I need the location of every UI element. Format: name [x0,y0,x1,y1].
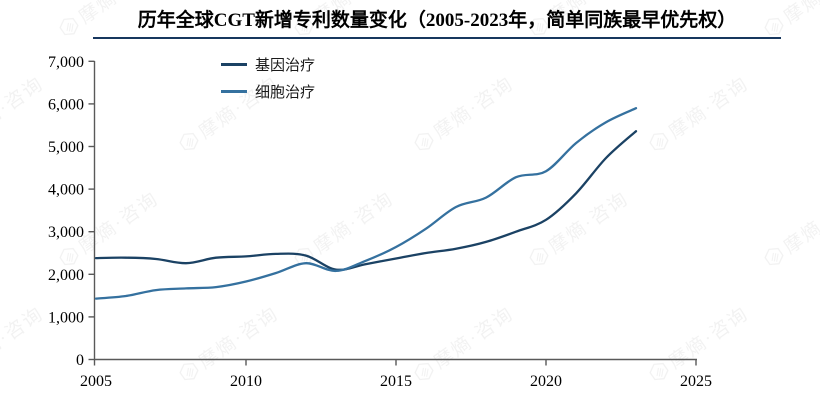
cell-therapy-line-swatch [221,90,247,93]
y-axis-tick-label: 5,000 [48,139,84,156]
legend-item-cell-therapy: 细胞治疗 [221,78,315,105]
cell-therapy-line [94,107,638,300]
x-axis-tick-label: 2005 [80,373,112,390]
x-axis-tick-label: 2025 [680,373,712,390]
cell-therapy-legend-label: 细胞治疗 [255,85,316,101]
x-axis-tick-label: 2010 [230,373,262,390]
x-axis-tick-label: 2020 [530,373,562,390]
gene-therapy-line [94,130,638,271]
gene-therapy-line-swatch [221,63,247,66]
y-axis-tick-label: 7,000 [48,54,84,71]
y-axis-tick-label: 4,000 [48,182,84,199]
chart-title: 历年全球CGT新增专利数量变化（2005-2023年，简单同族最早优先权） [93,5,781,39]
y-axis-tick-label: 2,000 [48,267,84,284]
legend: 基因治疗 细胞治疗 [221,51,315,105]
y-axis-tick-label: 0 [76,352,84,369]
y-axis-tick-label: 6,000 [48,96,84,113]
x-axis-tick-label: 2015 [380,373,412,390]
y-axis-tick-label: 3,000 [48,224,84,241]
y-axis-tick-label: 1,000 [48,309,84,326]
gene-therapy-legend-label: 基因治疗 [255,58,316,74]
legend-item-gene-therapy: 基因治疗 [221,51,315,78]
